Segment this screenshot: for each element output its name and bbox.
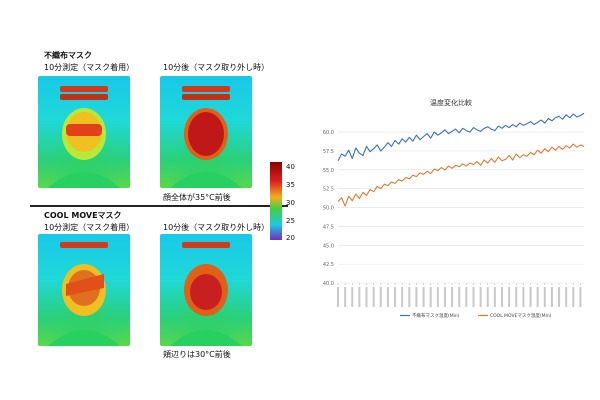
x-tick-label [443, 287, 446, 307]
x-tick-label [515, 287, 518, 307]
y-tick-label: 40.0 [323, 281, 334, 287]
x-tick-label [550, 287, 553, 307]
x-tick-label [458, 287, 461, 307]
x-tick-label [436, 287, 439, 307]
y-tick-label: 57.5 [323, 149, 334, 155]
x-tick-label [529, 287, 532, 307]
chart-svg: 温度変化比較 40.0 42.5 45.0 47.5 50.0 52.5 55.0 57.5 6… [323, 98, 585, 319]
scale-tick-25: 25 [286, 217, 295, 225]
label-after-1: 10分後（マスク取り外し時） [163, 63, 270, 72]
x-tick-label [429, 287, 432, 307]
x-tick-label [465, 287, 468, 307]
series-line-0 [337, 112, 585, 162]
x-tick-label [572, 287, 575, 307]
note-face-temp: 顔全体が35°C前後 [163, 193, 231, 202]
x-tick-label [358, 287, 361, 307]
scale-tick-20: 20 [286, 234, 295, 242]
x-tick-label [408, 287, 411, 307]
y-tick-label: 50.0 [323, 206, 334, 212]
scale-tick-30: 30 [286, 199, 295, 207]
section1-title: 不織布マスク [44, 51, 92, 60]
x-tick-label [344, 287, 347, 307]
temperature-comparison-chart: 温度変化比較 40.0 42.5 45.0 47.5 50.0 52.5 55.0 57.5 6… [310, 95, 592, 327]
note-cheek-temp: 頬辺りは30°C前後 [163, 350, 231, 359]
y-tick-label: 60.0 [323, 130, 334, 136]
section2-title: COOL MOVEマスク [44, 211, 122, 220]
x-tick-label [501, 287, 503, 307]
x-tick-label [579, 287, 582, 307]
y-tick-label: 52.5 [323, 187, 334, 193]
y-tick-label: 55.0 [323, 168, 334, 174]
label-before-2: 10分測定（マスク着用） [44, 223, 135, 232]
x-tick-label [422, 287, 425, 307]
x-tick-label [479, 287, 482, 307]
scale-tick-35: 35 [286, 181, 295, 189]
x-tick-label [565, 287, 568, 307]
x-tick-label [365, 287, 368, 307]
y-tick-label: 42.5 [323, 262, 334, 268]
x-tick-label [543, 287, 546, 307]
thermal-image-coolmove-masked [38, 234, 130, 346]
x-tick-label [394, 287, 397, 307]
x-tick-label [508, 287, 511, 307]
x-tick-label [372, 287, 375, 307]
x-tick-label [337, 287, 339, 307]
x-tick-label [451, 287, 454, 307]
x-tick-label [386, 287, 389, 307]
thermal-image-coolmove-removed [160, 234, 252, 346]
section-divider [30, 205, 288, 207]
series-line-1 [337, 143, 585, 207]
thermal-image-nonwoven-masked [38, 76, 130, 188]
x-tick-label [472, 287, 475, 307]
x-tick-label [351, 287, 354, 307]
x-tick-label [493, 287, 496, 307]
x-tick-label [558, 287, 561, 307]
x-tick-label [536, 287, 539, 307]
legend-label-0: 不織布マスク温度(Min) [412, 312, 460, 319]
label-after-2: 10分後（マスク取り外し時） [163, 223, 270, 232]
y-tick-label: 47.5 [323, 224, 334, 230]
chart-title: 温度変化比較 [430, 98, 472, 107]
thermal-image-nonwoven-removed [160, 76, 252, 188]
legend-label-1: COOL MOVEマスク温度(Min) [490, 312, 552, 319]
x-tick-label [486, 287, 489, 307]
x-tick-label [379, 287, 382, 307]
scale-tick-40: 40 [286, 163, 295, 171]
x-tick-label [522, 287, 525, 307]
x-tick-label [415, 287, 418, 307]
y-tick-label: 45.0 [323, 243, 334, 249]
x-tick-label [401, 287, 404, 307]
temperature-color-scale [270, 162, 282, 240]
label-before-1: 10分測定（マスク着用） [44, 63, 135, 72]
